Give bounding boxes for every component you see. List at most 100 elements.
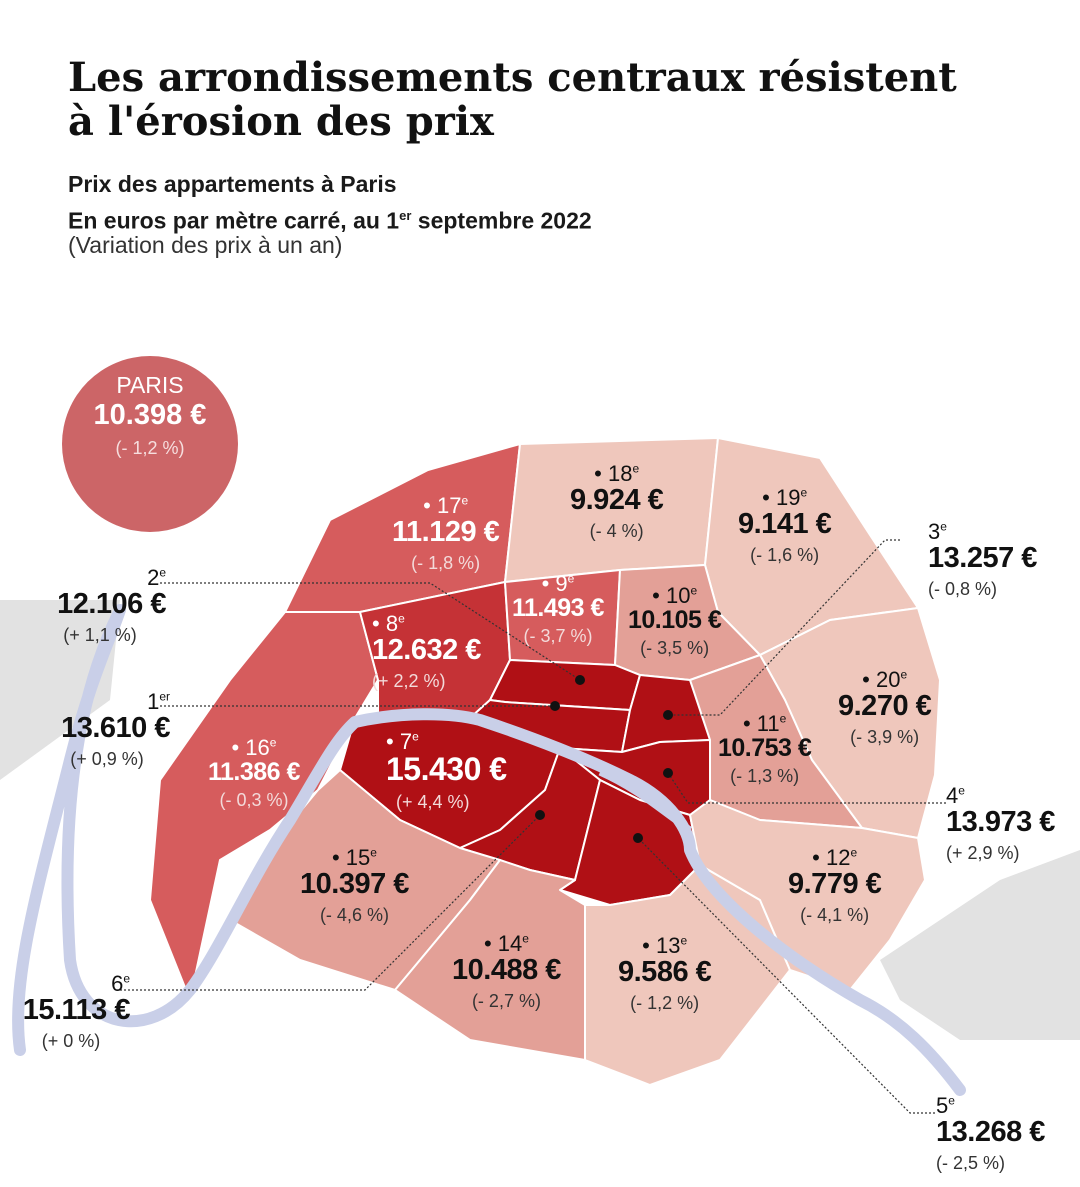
- arr-13-variation: (- 1,2 %): [630, 992, 700, 1013]
- arr-17-price: 11.129 €: [392, 516, 500, 549]
- arr-19-number: • 19: [762, 485, 801, 510]
- seine-river: [12, 604, 966, 1096]
- paris-price: 10.398 €: [93, 399, 207, 431]
- subtitle-line-1: Prix des appartements à Paris: [68, 171, 397, 197]
- arr-4-number: 4: [946, 783, 959, 808]
- arr-5-number: 5: [936, 1093, 949, 1118]
- arr-16-number: • 16: [231, 735, 270, 760]
- subtitle-line-2: En euros par mètre carré, au 1er septemb…: [68, 200, 592, 237]
- arr-8-number: • 8: [372, 611, 399, 636]
- arr-9-number: • 9: [541, 571, 568, 596]
- dot-2: [575, 675, 585, 685]
- arr-8-price: 12.632 €: [372, 634, 481, 667]
- arr-3-price: 13.257 €: [928, 542, 1037, 575]
- paris-variation: (- 1,2 %): [115, 438, 185, 458]
- arr-9-price: 11.493 €: [512, 594, 604, 623]
- arr-14-price: 10.488 €: [452, 954, 561, 987]
- page-title: Les arrondissements centraux résistent à…: [68, 56, 1028, 144]
- arr-18-variation: (- 4 %): [589, 520, 644, 541]
- arr-18-number: • 18: [594, 461, 633, 486]
- arr-16-variation: (- 0,3 %): [219, 790, 289, 811]
- seine-branch: [598, 768, 692, 833]
- arr-2-sup: e: [159, 565, 166, 580]
- leader-line-6: [120, 814, 541, 991]
- arr-14-number: • 14: [483, 931, 523, 956]
- land-west: [0, 600, 120, 780]
- label-arr-1: 1er 13.610 € (+ 0,9 %): [44, 690, 170, 768]
- arr-6-price: 15.113 €: [22, 994, 131, 1027]
- arr-15-sup: e: [370, 845, 377, 860]
- arr-5-price: 13.268 €: [936, 1116, 1045, 1149]
- arr-20-variation: (- 3,9 %): [850, 726, 920, 747]
- arr-11-number: • 11: [742, 711, 780, 736]
- dot-6: [535, 810, 545, 820]
- arr-5-sup: e: [948, 1093, 955, 1108]
- label-arr-11: • 11e 10.753 € (- 1,3 %): [718, 711, 812, 786]
- arr-2-variation: (+ 1,1 %): [63, 624, 137, 645]
- title-line-2: à l'érosion des prix: [68, 98, 494, 145]
- arr-3-variation: (- 0,8 %): [928, 578, 998, 599]
- leader-line-5: [637, 837, 935, 1114]
- arr-13-sup: e: [680, 933, 688, 948]
- arr-3-sup: e: [940, 519, 947, 534]
- arr-17-number: • 17: [423, 493, 462, 518]
- label-arr-20: • 20e 9.270 € (- 3,9 %): [838, 667, 932, 747]
- arr-10-price: 10.105 €: [628, 606, 722, 635]
- label-arr-3: 3e 13.257 € (- 0,8 %): [928, 520, 1037, 598]
- arr-12-shape: [689, 799, 926, 991]
- arr-9-variation: (- 3,7 %): [523, 626, 593, 647]
- arr-10-sup: e: [690, 583, 698, 598]
- arr-1-sup: er: [159, 689, 170, 704]
- label-arr-6: 6e 15.113 € (+ 0 %): [12, 971, 131, 1051]
- label-arr-5: 5e 13.268 € (- 2,5 %): [936, 1094, 1045, 1172]
- arr-6-number: 6: [111, 971, 124, 996]
- label-arr-15: • 15e 10.397 € (- 4,6 %): [300, 846, 409, 924]
- leader-line-4: [667, 772, 946, 804]
- arr-1-variation: (+ 0,9 %): [70, 748, 144, 769]
- arr-7-sup: e: [412, 729, 419, 744]
- dot-3: [663, 710, 673, 720]
- arr-18-sup: e: [632, 461, 640, 476]
- arr-15-variation: (- 4,6 %): [319, 904, 389, 925]
- arr-4-sup: e: [958, 783, 965, 798]
- arr-13-number: • 13: [642, 933, 681, 958]
- subtitle-line-2-b: septembre 2022: [411, 207, 592, 234]
- variation-note: (Variation des prix à un an): [68, 232, 343, 258]
- label-arr-16: • 16e 11.386 € (- 0,3 %): [208, 736, 300, 810]
- arr-10-variation: (- 3,5 %): [640, 638, 710, 659]
- arr-9-sup: e: [567, 571, 575, 586]
- arr-5-variation: (- 2,5 %): [936, 1152, 1006, 1173]
- arr-6-variation: (+ 0 %): [41, 1030, 101, 1051]
- arr-15-number: • 15: [331, 845, 371, 870]
- arr-3-number: 3: [928, 519, 941, 544]
- arr-16-sup: e: [269, 735, 277, 750]
- subtitle-line-2-sup: er: [399, 208, 412, 223]
- arr-7-number: • 7: [386, 729, 413, 754]
- arr-8-sup: e: [398, 611, 405, 626]
- arr-10-number: • 10: [652, 583, 691, 608]
- arr-7-variation: (+ 4,4 %): [396, 791, 470, 812]
- title-line-1: Les arrondissements centraux résistent: [68, 54, 957, 101]
- dot-1: [550, 701, 560, 711]
- paris-total-badge: PARIS 10.398 € (- 1,2 %): [62, 356, 238, 532]
- arr-11-sup: e: [779, 711, 787, 726]
- arr-14-variation: (- 2,7 %): [471, 990, 541, 1011]
- dot-5: [633, 833, 643, 843]
- arr-2-number: 2: [147, 565, 160, 590]
- arr-13-price: 9.586 €: [618, 956, 712, 989]
- arr-17-variation: (- 1,8 %): [411, 552, 481, 573]
- dot-4: [663, 768, 673, 778]
- leader-line-2: [160, 582, 581, 681]
- arr-12-price: 9.779 €: [788, 868, 882, 901]
- leader-line-3: [668, 539, 900, 716]
- arr-16-price: 11.386 €: [208, 758, 300, 787]
- arr-20-price: 9.270 €: [838, 690, 932, 723]
- arr-6-sup: e: [123, 971, 130, 986]
- arr-17-sup: e: [461, 493, 469, 508]
- arr-18-price: 9.924 €: [570, 484, 664, 517]
- arr-4-price: 13.973 €: [946, 806, 1055, 839]
- subtitle: Prix des appartements à Paris En euros p…: [68, 168, 592, 237]
- label-arr-12: • 12e 9.779 € (- 4,1 %): [788, 846, 882, 924]
- arr-20-sup: e: [900, 667, 908, 682]
- subtitle-line-2-a: En euros par mètre carré, au 1: [68, 207, 400, 234]
